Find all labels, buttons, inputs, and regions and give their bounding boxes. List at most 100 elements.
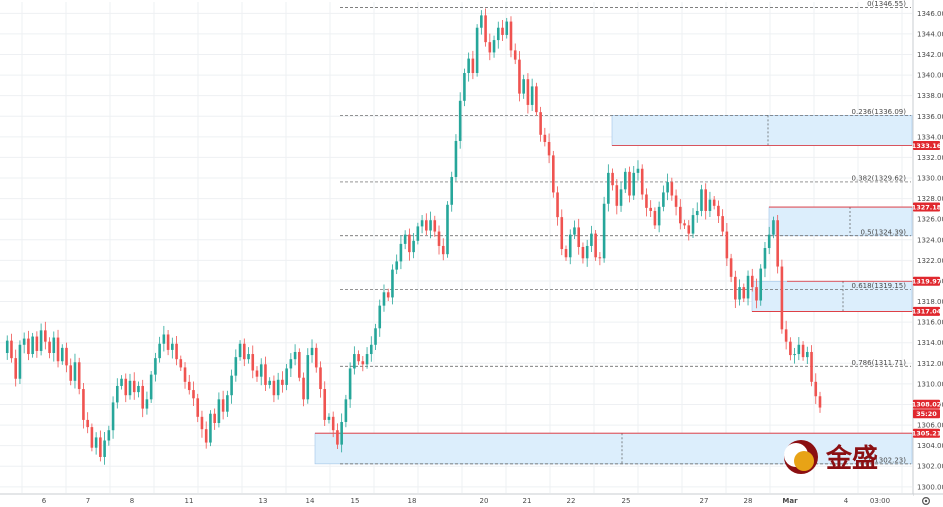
price-badge (913, 428, 940, 438)
candle (171, 337, 174, 359)
candle (539, 106, 542, 142)
y-tick-label: 1328.00 (917, 195, 943, 203)
candle (640, 164, 644, 200)
candle (750, 268, 754, 292)
price-badge (913, 409, 940, 419)
candle (124, 373, 128, 403)
candles (5, 8, 822, 465)
candle (513, 43, 517, 65)
candle (196, 393, 200, 423)
candle (128, 373, 132, 400)
time-axis[interactable] (0, 494, 913, 507)
zone-box (314, 432, 913, 465)
candle (323, 381, 327, 426)
x-tick-label: 03:00 (870, 497, 890, 505)
candle (137, 381, 140, 398)
candle (221, 390, 225, 420)
candle (369, 336, 373, 362)
candle (653, 207, 657, 229)
candle (111, 396, 115, 439)
candle (729, 253, 733, 283)
candle (416, 222, 420, 245)
candle (552, 150, 555, 198)
candle (780, 259, 784, 334)
candle (602, 196, 606, 263)
candle (391, 264, 394, 305)
candle (44, 321, 47, 350)
candle (590, 225, 593, 253)
candle (615, 179, 619, 215)
x-tick-label: 14 (306, 497, 315, 505)
candle (276, 372, 280, 400)
candle (632, 165, 636, 200)
candle (408, 228, 411, 261)
price-badge (913, 140, 940, 150)
candle (598, 252, 602, 266)
candle (192, 381, 195, 407)
candle (742, 283, 746, 303)
zone-box (611, 115, 913, 146)
candle (230, 369, 233, 404)
candle (204, 421, 208, 449)
candle (425, 213, 428, 235)
candle (399, 235, 403, 270)
y-tick-label: 1302.00 (917, 463, 943, 471)
candle (564, 245, 568, 261)
logo-text: 金盛 (825, 443, 878, 474)
candle (331, 411, 335, 438)
candle (14, 349, 17, 387)
candle (568, 229, 572, 265)
candle (577, 218, 581, 255)
candle (501, 20, 504, 42)
y-tick-label: 1326.00 (917, 216, 943, 224)
candle (365, 347, 369, 369)
candle (450, 171, 454, 212)
candle (725, 223, 729, 267)
candle (86, 412, 89, 434)
price-axis[interactable] (913, 0, 943, 507)
x-tick-label: 21 (523, 497, 532, 505)
x-tick-label: 11 (185, 497, 194, 505)
candle (395, 254, 398, 275)
candle (708, 191, 712, 218)
candle (264, 356, 267, 391)
settings-gear-icon[interactable] (921, 497, 930, 506)
x-tick-label: 18 (408, 497, 417, 505)
candle (806, 346, 809, 365)
candle (217, 392, 221, 428)
candle (281, 371, 284, 393)
candle (484, 8, 487, 47)
candle (581, 242, 585, 264)
candle (801, 341, 805, 361)
candle (336, 423, 339, 450)
candle (94, 432, 98, 455)
candle (141, 379, 144, 418)
candle (238, 340, 242, 361)
candle (594, 230, 597, 261)
candle (31, 332, 34, 358)
candle (99, 430, 102, 462)
candle (619, 181, 623, 212)
candle (353, 346, 356, 375)
candle (187, 374, 191, 395)
candle (52, 331, 56, 362)
candle (607, 164, 610, 212)
candle (420, 214, 424, 234)
candle (763, 241, 767, 278)
candle (789, 337, 792, 361)
candle (22, 332, 26, 354)
fib-label: 0.5(1324.39) (860, 228, 906, 236)
candle (636, 160, 640, 181)
y-tick-label: 1330.00 (917, 175, 943, 183)
candle (255, 366, 259, 382)
x-tick-label: 6 (42, 497, 47, 505)
fib-label: 0.786(1311.71) (852, 359, 907, 367)
candle (526, 73, 530, 114)
candle (120, 375, 123, 390)
candle (27, 330, 30, 361)
candle (818, 391, 822, 413)
y-tick-label: 1312.00 (917, 360, 943, 368)
zone-box (768, 206, 913, 237)
